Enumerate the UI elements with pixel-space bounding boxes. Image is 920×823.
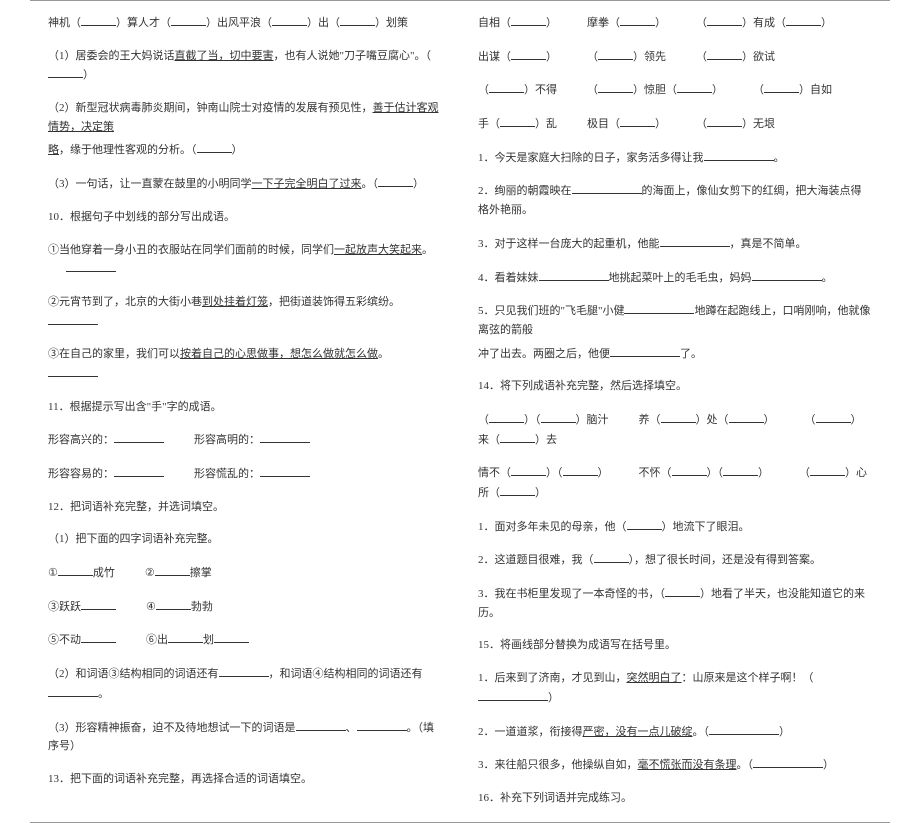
q-text: 1．今天是家庭大扫除的日子，家务活多得让我。 — [478, 148, 872, 168]
q-text: （2）和词语③结构相同的词语还有，和词语④结构相同的词语还有。 — [48, 664, 442, 703]
q12-title: 12．把词语补充完整，并选词填空。 — [48, 498, 442, 517]
q-text: ③在自己的家里，我们可以按着自己的心思做事，想怎么做就怎么做。 — [48, 345, 442, 383]
q-text: ①当他穿着一身小丑的衣服站在同学们面前的时候，同学们一起放声大笑起来。 — [48, 241, 442, 279]
q-text: 形容高兴的：形容高明的： — [48, 430, 442, 450]
q-text: ①成竹②擦掌 — [48, 563, 442, 583]
q-text: 2．一道道浆，衔接得严密，没有一点儿破绽。（） — [478, 722, 872, 742]
q16-title: 16．补充下列词语并完成练习。 — [478, 789, 872, 808]
q-text: 形容容易的：形容慌乱的： — [48, 464, 442, 484]
q-text: （1）居委会的王大妈说话直截了当，切中要害，也有人说她"刀子嘴豆腐心"。（） — [48, 47, 442, 85]
q-text: 4．看着妹妹地挑起菜叶上的毛毛虫，妈妈。 — [478, 268, 872, 288]
q-text: 5．只见我们班的"飞毛腿"小健地蹲在起跑线上，口哨刚响，他就像离弦的箭般 — [478, 301, 872, 339]
q-text: ⑤不动⑥出划 — [48, 630, 442, 650]
fill-line: （）（）脑汁养（）处（）（）来（）去 — [478, 410, 872, 449]
q15-title: 15．将画线部分替换为成语写在括号里。 — [478, 636, 872, 655]
fill-line: （）不得（）惊胆（）（）自如 — [478, 80, 872, 100]
q-text: ②元宵节到了，北京的大街小巷到处挂着灯笼，把街道装饰得五彩缤纷。 — [48, 293, 442, 331]
q-text: 1．后来到了济南，才见到山，突然明白了：山原来是这个样子啊！（） — [478, 669, 872, 707]
q-text: 2．绚丽的朝霞映在的海面上，像仙女剪下的红绸，把大海装点得格外艳丽。 — [478, 181, 872, 219]
footer-divider — [30, 822, 890, 823]
q14-title: 14．将下列成语补充完整，然后选择填空。 — [478, 377, 872, 396]
q-text: 1．面对多年未见的母亲，他（）地流下了眼泪。 — [478, 517, 872, 537]
fill-line: 自相（）摩拳（）（）有成（） — [478, 13, 872, 33]
q-text: 3．对于这样一台庞大的起重机，他能，真是不简单。 — [478, 234, 872, 254]
q-text: （3）形容精神振奋，迫不及待地想试一下的词语是、。（填序号） — [48, 718, 442, 756]
q10-title: 10．根据句子中划线的部分写出成语。 — [48, 208, 442, 227]
q-text: 略，缘于他理性客观的分析。（） — [48, 140, 442, 160]
q-text: 2．这道题目很难，我（），想了很长时间，还是没有得到答案。 — [478, 550, 872, 570]
page-container: 神机（）算人才（）出风平浪（）出（）划策 （1）居委会的王大妈说话直截了当，切中… — [30, 0, 890, 822]
fill-line: 神机（）算人才（）出风平浪（）出（）划策 — [48, 13, 442, 33]
q-text: ③跃跃④勃勃 — [48, 597, 442, 617]
fill-line: 情不（）（）不怀（）（）（）心所（） — [478, 463, 872, 502]
q-text: （2）新型冠状病毒肺炎期间，钟南山院士对疫情的发展有预见性，善于估计客观情势，决… — [48, 99, 442, 136]
q13-title: 13．把下面的词语补充完整，再选择合适的词语填空。 — [48, 770, 442, 789]
q-text: 冲了出去。两圈之后，他便了。 — [478, 344, 872, 364]
q-text: （1）把下面的四字词语补充完整。 — [48, 530, 442, 549]
right-column: 自相（）摩拳（）（）有成（） 出谋（）（）领先（）欲试 （）不得（）惊胆（）（）… — [460, 1, 890, 822]
left-column: 神机（）算人才（）出风平浪（）出（）划策 （1）居委会的王大妈说话直截了当，切中… — [30, 1, 460, 822]
q-text: （3）一句话，让一直蒙在鼓里的小明同学一下子完全明白了过来。（） — [48, 174, 442, 194]
fill-line: 手（）乱极目（）（）无垠 — [478, 114, 872, 134]
q-text: 3．我在书柜里发现了一本奇怪的书，（）地看了半天，也没能知道它的来历。 — [478, 584, 872, 622]
q-text: 3．来往船只很多，他操纵自如，毫不慌张而没有条理。（） — [478, 755, 872, 775]
q11-title: 11．根据提示写出含"手"字的成语。 — [48, 398, 442, 417]
fill-line: 出谋（）（）领先（）欲试 — [478, 47, 872, 67]
